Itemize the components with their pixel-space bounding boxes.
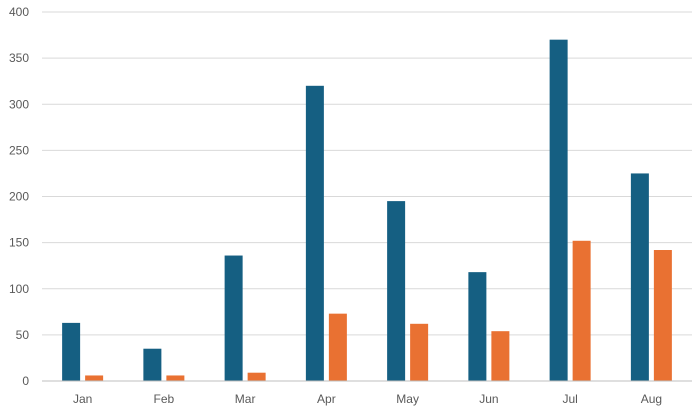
bar-series-2-feb (166, 375, 185, 381)
y-tick-label: 350 (9, 51, 29, 65)
bar-series-2-apr (328, 313, 347, 381)
bar-series-2-jul (572, 240, 591, 381)
x-tick-label-mar: Mar (235, 392, 256, 406)
bar-series-2-may (410, 323, 429, 381)
bar-series-1-may (387, 201, 406, 381)
x-tick-label-feb: Feb (154, 392, 175, 406)
y-tick-label: 100 (9, 282, 29, 296)
y-tick-label: 200 (9, 190, 29, 204)
x-tick-label-jan: Jan (73, 392, 92, 406)
y-tick-label: 50 (16, 328, 30, 342)
bar-series-1-jul (549, 39, 568, 382)
x-tick-label-aug: Aug (641, 392, 662, 406)
bar-series-2-jun (491, 331, 510, 381)
bar-series-1-apr (305, 85, 324, 382)
x-tick-label-apr: Apr (317, 392, 336, 406)
y-tick-label: 250 (9, 143, 29, 157)
gridlines (42, 11, 692, 336)
y-axis-tick-labels: 0 50 100 150 200 250 300 350 400 (9, 5, 29, 388)
y-tick-label: 400 (9, 5, 29, 19)
bar-series-1-aug (630, 173, 649, 381)
bar-series-1-jun (468, 272, 487, 381)
x-tick-label-jun: Jun (479, 392, 498, 406)
y-tick-label: 150 (9, 236, 29, 250)
bar-series-1-mar (224, 255, 243, 381)
bar-series-1-feb (143, 348, 162, 381)
bar-series-2-jan (85, 375, 104, 381)
x-axis-tick-labels: Jan Feb Mar Apr May Jun Jul Aug (73, 392, 662, 406)
bars (62, 39, 672, 382)
y-tick-label: 0 (22, 374, 29, 388)
bar-series-2-mar (247, 372, 266, 381)
x-tick-label-jul: Jul (562, 392, 577, 406)
bar-series-1-jan (62, 322, 81, 381)
bar-series-2-aug (653, 250, 672, 381)
y-tick-label: 300 (9, 97, 29, 111)
x-tick-label-may: May (396, 392, 419, 406)
